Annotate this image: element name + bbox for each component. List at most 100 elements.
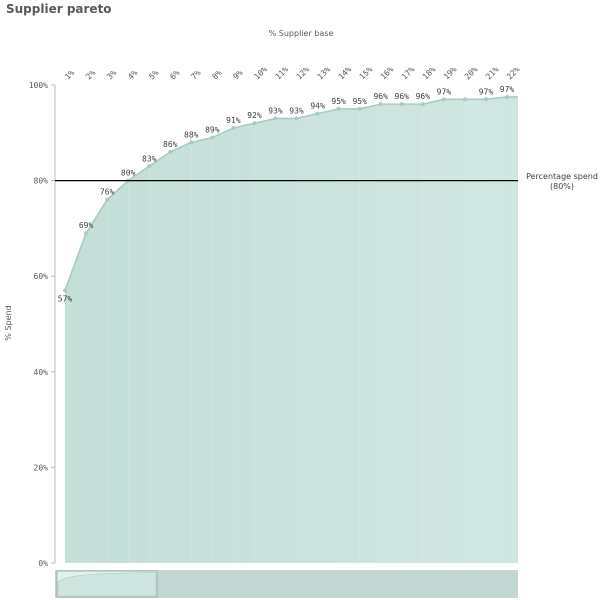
- y-tick-label: 80%: [34, 177, 49, 186]
- area-band-10: [254, 118, 276, 564]
- data-point-17%[interactable]: [399, 102, 404, 107]
- data-point-19%[interactable]: [441, 97, 446, 102]
- x-tick-label: 15%: [358, 65, 375, 82]
- x-tick-label: 6%: [168, 68, 181, 81]
- data-label-10%: 92%: [247, 111, 262, 120]
- x-tick-label: 20%: [463, 65, 480, 82]
- data-point-10%[interactable]: [252, 121, 257, 126]
- data-point-7%[interactable]: [189, 140, 194, 145]
- x-tick-label: 12%: [295, 65, 312, 82]
- x-tick-label: 10%: [252, 65, 269, 82]
- data-point-22%[interactable]: [505, 94, 509, 99]
- x-tick-label: 22%: [505, 65, 522, 82]
- area-band-16: [380, 104, 402, 564]
- data-point-16%[interactable]: [378, 102, 383, 107]
- data-label-17%: 96%: [395, 92, 410, 101]
- data-label-21%: 97%: [479, 87, 494, 96]
- scrollbar[interactable]: [55, 570, 518, 598]
- data-point-3%[interactable]: [105, 197, 110, 202]
- data-label-2%: 69%: [79, 221, 94, 230]
- reference-line-value-label: (80%): [550, 182, 574, 191]
- data-point-18%[interactable]: [420, 102, 425, 107]
- area-band-14: [338, 108, 360, 564]
- data-label-9%: 91%: [226, 116, 241, 125]
- area-shade-layer: [65, 96, 518, 564]
- y-axis-ticks: 0% 20% 40% 60% 80% 100%: [29, 81, 55, 568]
- x-tick-label: 7%: [189, 68, 202, 81]
- area-band-5: [149, 151, 171, 564]
- x-tick-label: 16%: [379, 65, 396, 82]
- area-band-11: [275, 118, 297, 564]
- area-band-8: [212, 128, 234, 563]
- area-band-3: [107, 180, 129, 563]
- data-point-2%[interactable]: [84, 231, 89, 236]
- x-tick-label: 8%: [210, 68, 223, 81]
- area-band-17: [401, 104, 423, 564]
- x-tick-label: 14%: [337, 65, 354, 82]
- x-tick-label: 5%: [147, 68, 160, 81]
- x-tick-label: 4%: [126, 68, 139, 81]
- area-band-19: [443, 99, 465, 563]
- data-label-4%: 80%: [121, 169, 136, 178]
- x-axis-title: % Supplier base: [269, 29, 334, 38]
- y-tick-label: 100%: [29, 81, 48, 90]
- y-tick-label: 20%: [34, 463, 49, 472]
- data-label-3%: 76%: [100, 188, 115, 197]
- area-band-2: [86, 199, 108, 563]
- data-point-21%[interactable]: [483, 97, 488, 102]
- series-layer: [63, 94, 518, 293]
- area-band-1: [65, 233, 87, 563]
- area-band-7: [191, 137, 213, 563]
- data-labels: 57% 69% 76% 80% 83% 86% 88% 89% 91% 92% 93% 93% 94% 9…: [58, 85, 515, 304]
- data-point-12%[interactable]: [294, 116, 299, 121]
- area-band-6: [170, 142, 192, 564]
- data-point-6%[interactable]: [168, 149, 173, 154]
- data-label-16%: 96%: [373, 92, 388, 101]
- chart-title: Supplier pareto: [6, 2, 112, 16]
- data-label-18%: 96%: [416, 92, 431, 101]
- data-point-20%[interactable]: [462, 97, 467, 102]
- area-band-9: [233, 123, 255, 564]
- area-band-21: [485, 96, 507, 563]
- data-point-14%[interactable]: [336, 106, 341, 111]
- x-tick-label: 13%: [316, 65, 333, 82]
- x-tick-label: 18%: [421, 65, 438, 82]
- x-tick-label: 2%: [84, 68, 97, 81]
- area-band-tail: [507, 96, 518, 563]
- y-tick-label: 0%: [38, 559, 48, 568]
- x-axis-ticks: 1% 2% 3% 4% 5% 6% 7% 8% 9% 10% 11% 12% 13% 14% 15% 16% 1…: [63, 65, 522, 82]
- data-point-1%[interactable]: [63, 288, 67, 293]
- y-tick-label: 40%: [34, 368, 49, 377]
- data-label-1%: 57%: [58, 295, 73, 304]
- area-band-18: [422, 99, 444, 563]
- data-label-11%: 93%: [268, 106, 283, 115]
- x-tick-label: 19%: [442, 65, 459, 82]
- data-point-11%[interactable]: [273, 116, 278, 121]
- data-label-8%: 89%: [205, 126, 220, 135]
- data-label-5%: 83%: [142, 154, 157, 163]
- data-label-22%: 97%: [500, 85, 515, 94]
- data-point-13%[interactable]: [315, 111, 320, 116]
- area-band-12: [296, 113, 318, 564]
- data-point-5%[interactable]: [147, 164, 152, 169]
- area-band-15: [359, 104, 381, 564]
- x-tick-label: 1%: [63, 68, 76, 81]
- data-label-12%: 93%: [289, 106, 304, 115]
- x-tick-label: 21%: [484, 65, 501, 82]
- x-tick-label: 3%: [105, 68, 118, 81]
- scrollbar-preview-area: [57, 572, 157, 597]
- data-point-15%[interactable]: [357, 106, 362, 111]
- x-tick-label: 9%: [231, 68, 244, 81]
- data-label-15%: 95%: [352, 97, 367, 106]
- area-band-13: [317, 108, 339, 564]
- area-band-20: [464, 99, 486, 563]
- data-point-8%[interactable]: [210, 135, 215, 140]
- x-tick-label: 11%: [274, 65, 291, 82]
- data-label-14%: 95%: [331, 97, 346, 106]
- data-point-9%[interactable]: [231, 126, 236, 131]
- data-label-19%: 97%: [437, 87, 452, 96]
- x-tick-label: 17%: [400, 65, 417, 82]
- data-label-7%: 88%: [184, 130, 199, 139]
- reference-line-label: Percentage spend: [526, 172, 598, 181]
